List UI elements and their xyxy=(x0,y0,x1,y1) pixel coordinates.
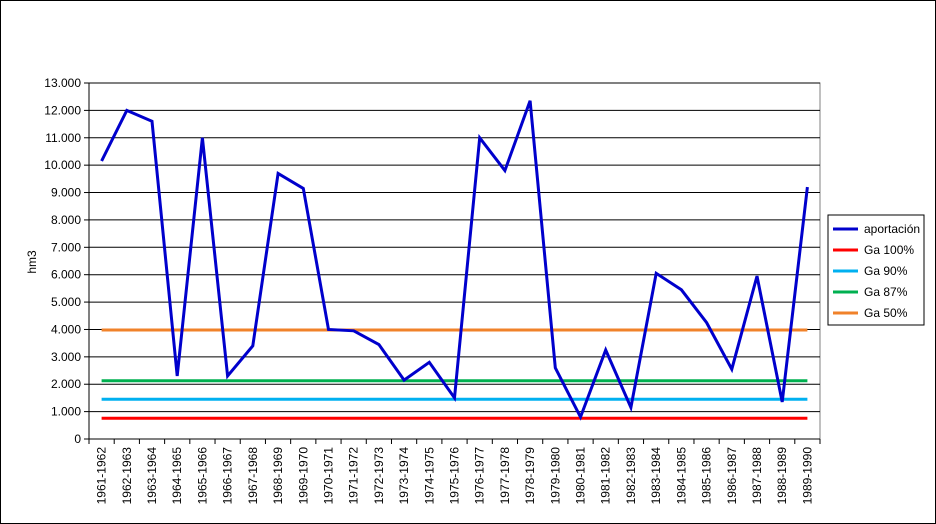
y-tick-label: 2.000 xyxy=(51,377,81,391)
x-tick-label: 1988-1989 xyxy=(775,447,789,505)
x-tick-label: 1985-1986 xyxy=(700,447,714,505)
x-tick-label: 1970-1971 xyxy=(321,447,335,505)
y-axis-title-group: hm3 xyxy=(25,250,39,274)
legend-label: Ga 100% xyxy=(864,243,914,257)
x-tick-label: 1989-1990 xyxy=(800,447,814,505)
x-tick-label: 1966-1967 xyxy=(221,447,235,505)
legend-label: aportación xyxy=(864,222,920,236)
y-axis-title: hm3 xyxy=(25,250,39,274)
x-tick-label: 1977-1978 xyxy=(498,447,512,505)
x-tick-label: 1986-1987 xyxy=(725,447,739,505)
x-tick-label: 1963-1964 xyxy=(145,447,159,505)
x-tick-label: 1962-1963 xyxy=(120,447,134,505)
x-tick-label: 1981-1982 xyxy=(599,447,613,505)
x-tick-label: 1974-1975 xyxy=(422,447,436,505)
y-tick-label: 0 xyxy=(74,432,81,446)
x-tick-label: 1978-1979 xyxy=(523,447,537,505)
y-tick-label: 8.000 xyxy=(51,213,81,227)
x-tick-label: 1979-1980 xyxy=(548,447,562,505)
x-tick-label: 1967-1968 xyxy=(246,447,260,505)
y-tick-label: 4.000 xyxy=(51,322,81,336)
y-tick-label: 12.000 xyxy=(44,103,81,117)
x-tick-label: 1987-1988 xyxy=(750,447,764,505)
x-tick-label: 1971-1972 xyxy=(347,447,361,505)
y-tick-label: 10.000 xyxy=(44,158,81,172)
y-tick-label: 3.000 xyxy=(51,350,81,364)
x-tick-label: 1968-1969 xyxy=(271,447,285,505)
x-tick-label: 1983-1984 xyxy=(649,447,663,505)
x-tick-label: 1975-1976 xyxy=(448,447,462,505)
y-tick-label: 1.000 xyxy=(51,405,81,419)
legend: aportación Ga 100% Ga 90% Ga 87% Ga 50% xyxy=(827,214,925,326)
legend-label: Ga 90% xyxy=(864,264,908,278)
x-tick-label: 1973-1974 xyxy=(397,447,411,505)
y-tick-label: 6.000 xyxy=(51,268,81,282)
x-tick-label: 1980-1981 xyxy=(574,447,588,505)
series-line xyxy=(100,100,809,421)
x-tick-label: 1976-1977 xyxy=(473,447,487,505)
x-tick-label: 1961-1962 xyxy=(95,447,109,505)
x-tick-label: 1965-1966 xyxy=(195,447,209,505)
legend-label: Ga 87% xyxy=(864,285,908,299)
legend-label: Ga 50% xyxy=(864,306,908,320)
x-tick-label: 1984-1985 xyxy=(674,447,688,505)
y-tick-label: 5.000 xyxy=(51,295,81,309)
y-tick-label: 7.000 xyxy=(51,240,81,254)
x-tick-label: 1972-1973 xyxy=(372,447,386,505)
y-tick-label: 9.000 xyxy=(51,186,81,200)
axes: 0 1.000 2.000 3.000 4.000 5.000 6.000 7.000 8.00… xyxy=(44,76,821,505)
x-tick-label: 1964-1965 xyxy=(170,447,184,505)
y-tick-label: 11.000 xyxy=(45,131,81,145)
series-lines xyxy=(100,100,809,421)
y-tick-label: 13.000 xyxy=(44,76,81,90)
x-tick-label: 1982-1983 xyxy=(624,447,638,505)
x-tick-label: 1969-1970 xyxy=(296,447,310,505)
